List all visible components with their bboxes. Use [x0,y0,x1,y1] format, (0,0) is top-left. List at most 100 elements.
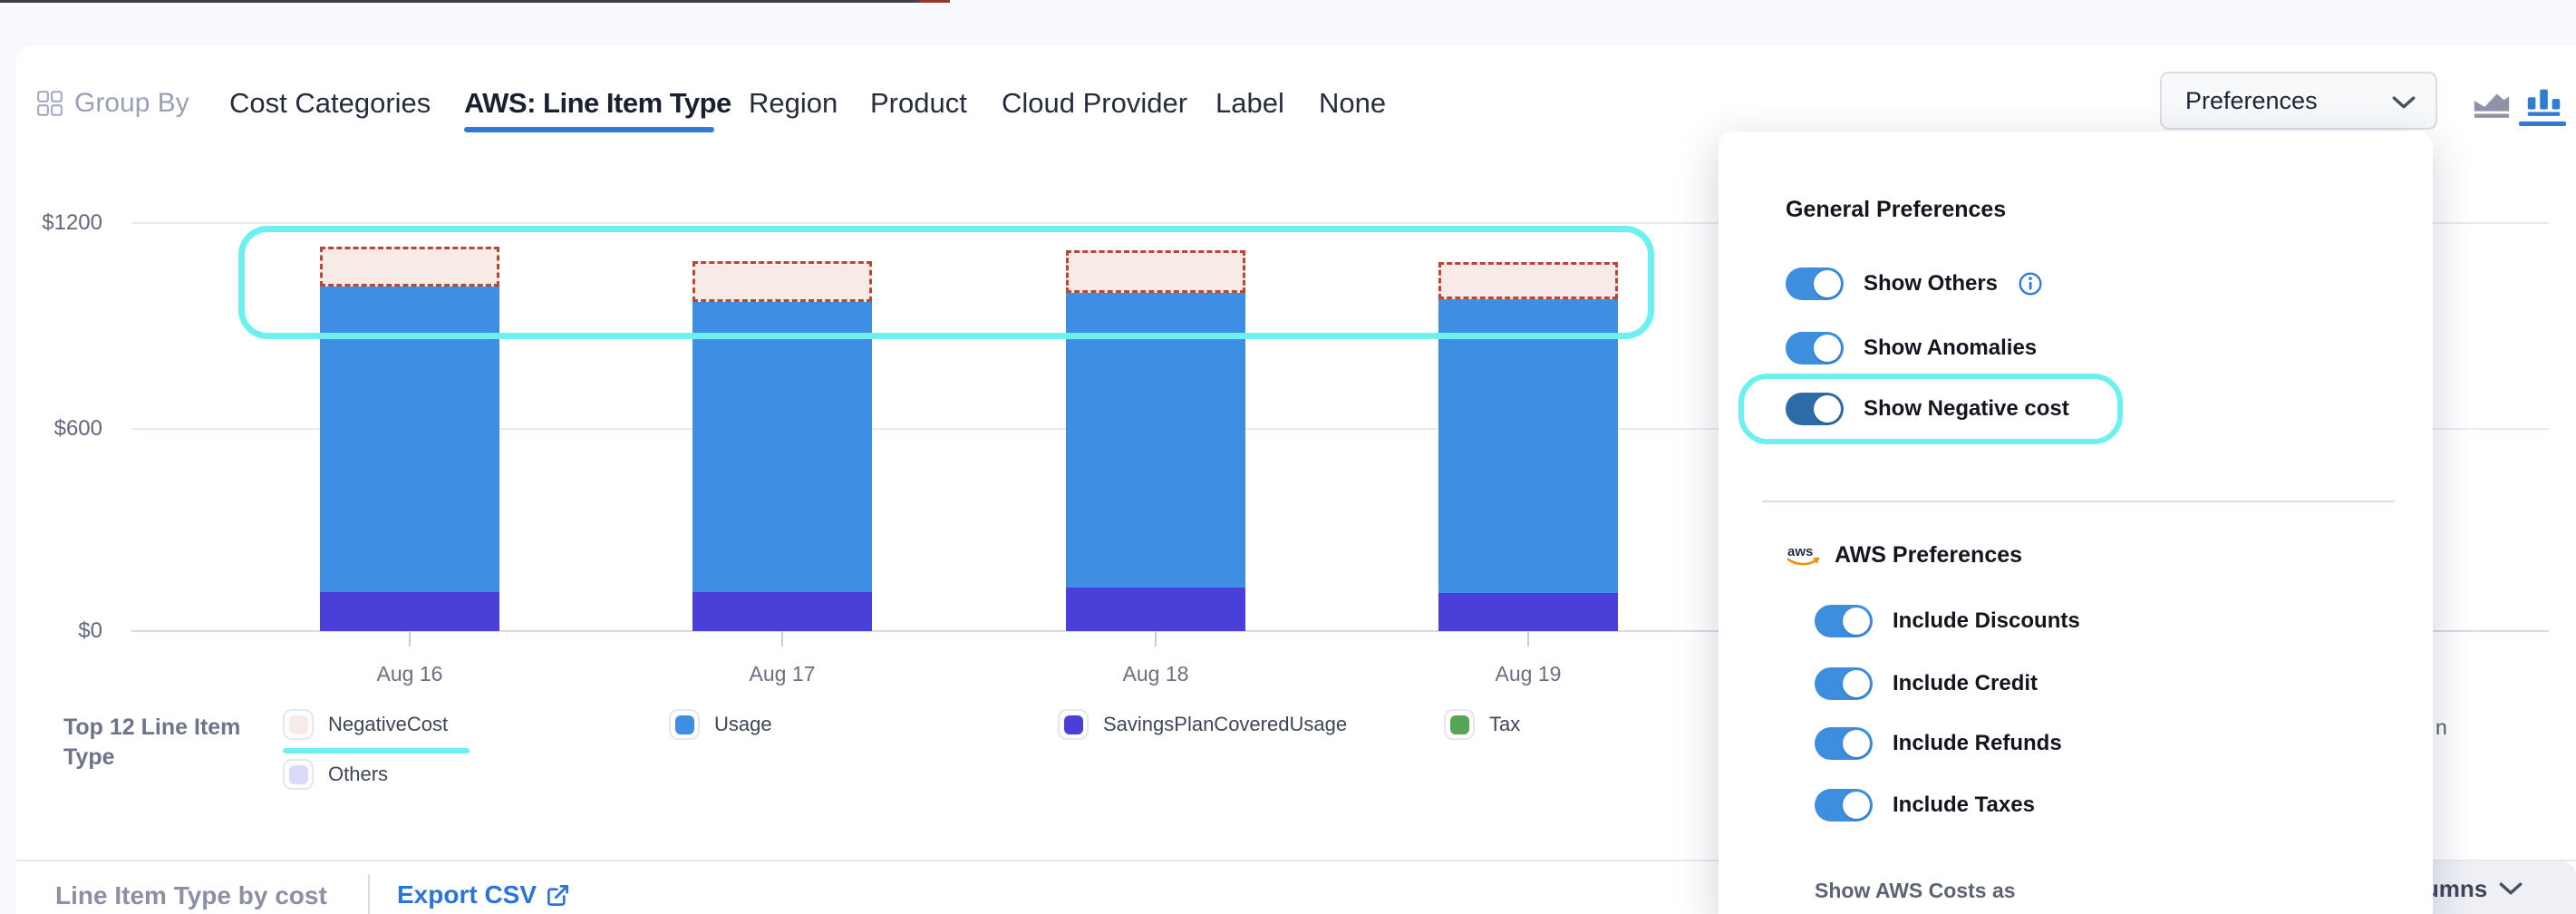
active-tab-underline [464,127,714,132]
include-taxes-label: Include Taxes [1893,792,2035,817]
top-edge-artifact-red [919,0,950,3]
show-anomalies-toggle[interactable] [1786,332,1844,365]
include-credit-label: Include Credit [1893,671,2039,695]
tab-none[interactable]: None [1319,87,1387,119]
tab-aws-line-item-type[interactable]: AWS: Line Item Type [464,87,731,119]
area-chart-view-icon[interactable] [2471,86,2513,127]
x-axis-label: Aug 18 [1122,662,1189,686]
toggle-knob [1843,608,1870,635]
chevron-down-icon [2392,96,2416,109]
include-refunds-toggle[interactable] [1815,727,1873,760]
show-negative-cost-toggle[interactable] [1786,393,1844,425]
general-preferences-title: General Preferences [1786,197,2007,222]
show-anomalies-row: Show Anomalies [1786,332,2037,365]
include-taxes-row: Include Taxes [1815,789,2035,822]
bar-segment-SavingsPlanCoveredUsage-Aug-18[interactable] [1066,587,1245,631]
info-icon[interactable] [2018,271,2043,297]
show-others-toggle[interactable] [1786,267,1844,300]
bar-segment-NegativeCost-Aug-19[interactable] [1438,262,1618,299]
negative-cost-highlight-ring [238,226,1654,339]
bar-segment-SavingsPlanCoveredUsage-Aug-19[interactable] [1438,593,1618,631]
x-axis-label: Aug 17 [749,662,816,686]
show-others-row: Show Others [1786,267,2043,300]
x-axis-line [131,630,2549,632]
aws-preferences-title: AWS Preferences [1835,541,2023,568]
show-anomalies-label: Show Anomalies [1864,335,2038,360]
show-negative-cost-highlight-ring [1738,374,2123,444]
toggle-knob [1843,670,1870,697]
legend-swatch [1058,709,1089,740]
bar-chart-view-underline [2519,122,2566,126]
grid-icon [36,90,63,122]
export-csv-label: Export CSV [397,880,537,909]
ytick-600: $600 [53,416,102,441]
bar-segment-SavingsPlanCoveredUsage-Aug-17[interactable] [692,592,872,631]
footer-vertical-divider [368,874,370,914]
svg-text:aws: aws [1787,544,1813,559]
legend-label: Tax [1489,713,1521,735]
legend-label: Usage [714,713,772,735]
preferences-panel: General Preferences Show Others Show Ano… [1719,131,2433,914]
legend-label: Others [328,763,389,785]
legend-item-Usage[interactable]: Usage [669,709,772,740]
legend-swatch [283,709,314,740]
ytick-1200: $1200 [42,210,102,235]
hidden-legend-label-fragment: n [2436,715,2447,739]
include-credit-row: Include Credit [1815,667,2038,700]
legend-swatch [669,709,700,740]
toggle-knob [1814,270,1841,297]
legend-label: SavingsPlanCoveredUsage [1103,713,1348,735]
toggle-knob [1814,335,1841,362]
tab-cost-categories[interactable]: Cost Categories [229,87,431,119]
include-discounts-row: Include Discounts [1815,605,2080,637]
bar-segment-Usage-Aug-19[interactable] [1438,298,1618,593]
legend-item-SavingsPlanCoveredUsage[interactable]: SavingsPlanCoveredUsage [1058,709,1347,740]
include-refunds-label: Include Refunds [1893,731,2062,755]
ytick-0: $0 [78,618,102,643]
show-others-label: Show Others [1864,271,1999,296]
tab-cloud-provider[interactable]: Cloud Provider [1002,87,1188,119]
bar-segment-NegativeCost-Aug-18[interactable] [1066,249,1245,293]
include-credit-toggle[interactable] [1815,667,1873,700]
include-discounts-toggle[interactable] [1815,605,1873,637]
tab-label[interactable]: Label [1215,87,1284,119]
section-divider [16,860,2576,861]
preferences-label: Preferences [2185,87,2318,114]
legend-item-Tax[interactable]: Tax [1444,709,1520,740]
include-taxes-toggle[interactable] [1815,789,1873,822]
legend-item-Others[interactable]: Others [283,759,388,790]
show-negative-cost-row: Show Negative cost [1786,393,2069,425]
legend-highlight-underline [283,748,470,754]
gridline-600 [131,428,2549,430]
toggle-knob [1814,395,1841,423]
aws-preferences-header: aws AWS Preferences [1786,541,2022,569]
bar-segment-NegativeCost-Aug-17[interactable] [692,260,872,303]
export-csv-button[interactable]: Export CSV [397,880,570,909]
show-aws-costs-as-label: Show AWS Costs as [1815,879,2016,902]
tab-product[interactable]: Product [870,87,967,119]
legend-item-NegativeCost[interactable]: NegativeCost [283,709,470,754]
bar-segment-Usage-Aug-18[interactable] [1066,292,1245,588]
legend-swatch [283,759,314,790]
x-axis-label: Aug 16 [376,662,443,686]
x-axis-tick [409,632,411,647]
bar-segment-Usage-Aug-17[interactable] [692,302,872,593]
bar-chart-view-icon[interactable] [2523,84,2565,125]
group-by-label: Group By [74,88,189,118]
preferences-dropdown[interactable]: Preferences [2160,72,2437,130]
panel-divider [1762,501,2395,502]
gridline-1200 [131,222,2549,224]
include-discounts-label: Include Discounts [1893,608,2080,633]
table-section-title: Line Item Type by cost [55,881,327,909]
external-link-icon [547,884,569,906]
chevron-down-icon [2499,882,2523,895]
tab-region[interactable]: Region [749,87,838,119]
bar-segment-SavingsPlanCoveredUsage-Aug-16[interactable] [320,592,499,631]
x-axis-tick [1155,632,1157,647]
x-axis-label: Aug 19 [1495,662,1562,686]
x-axis-tick [1527,632,1529,647]
toggle-knob [1843,792,1870,819]
include-refunds-row: Include Refunds [1815,727,2062,760]
bar-segment-NegativeCost-Aug-16[interactable] [320,246,499,287]
